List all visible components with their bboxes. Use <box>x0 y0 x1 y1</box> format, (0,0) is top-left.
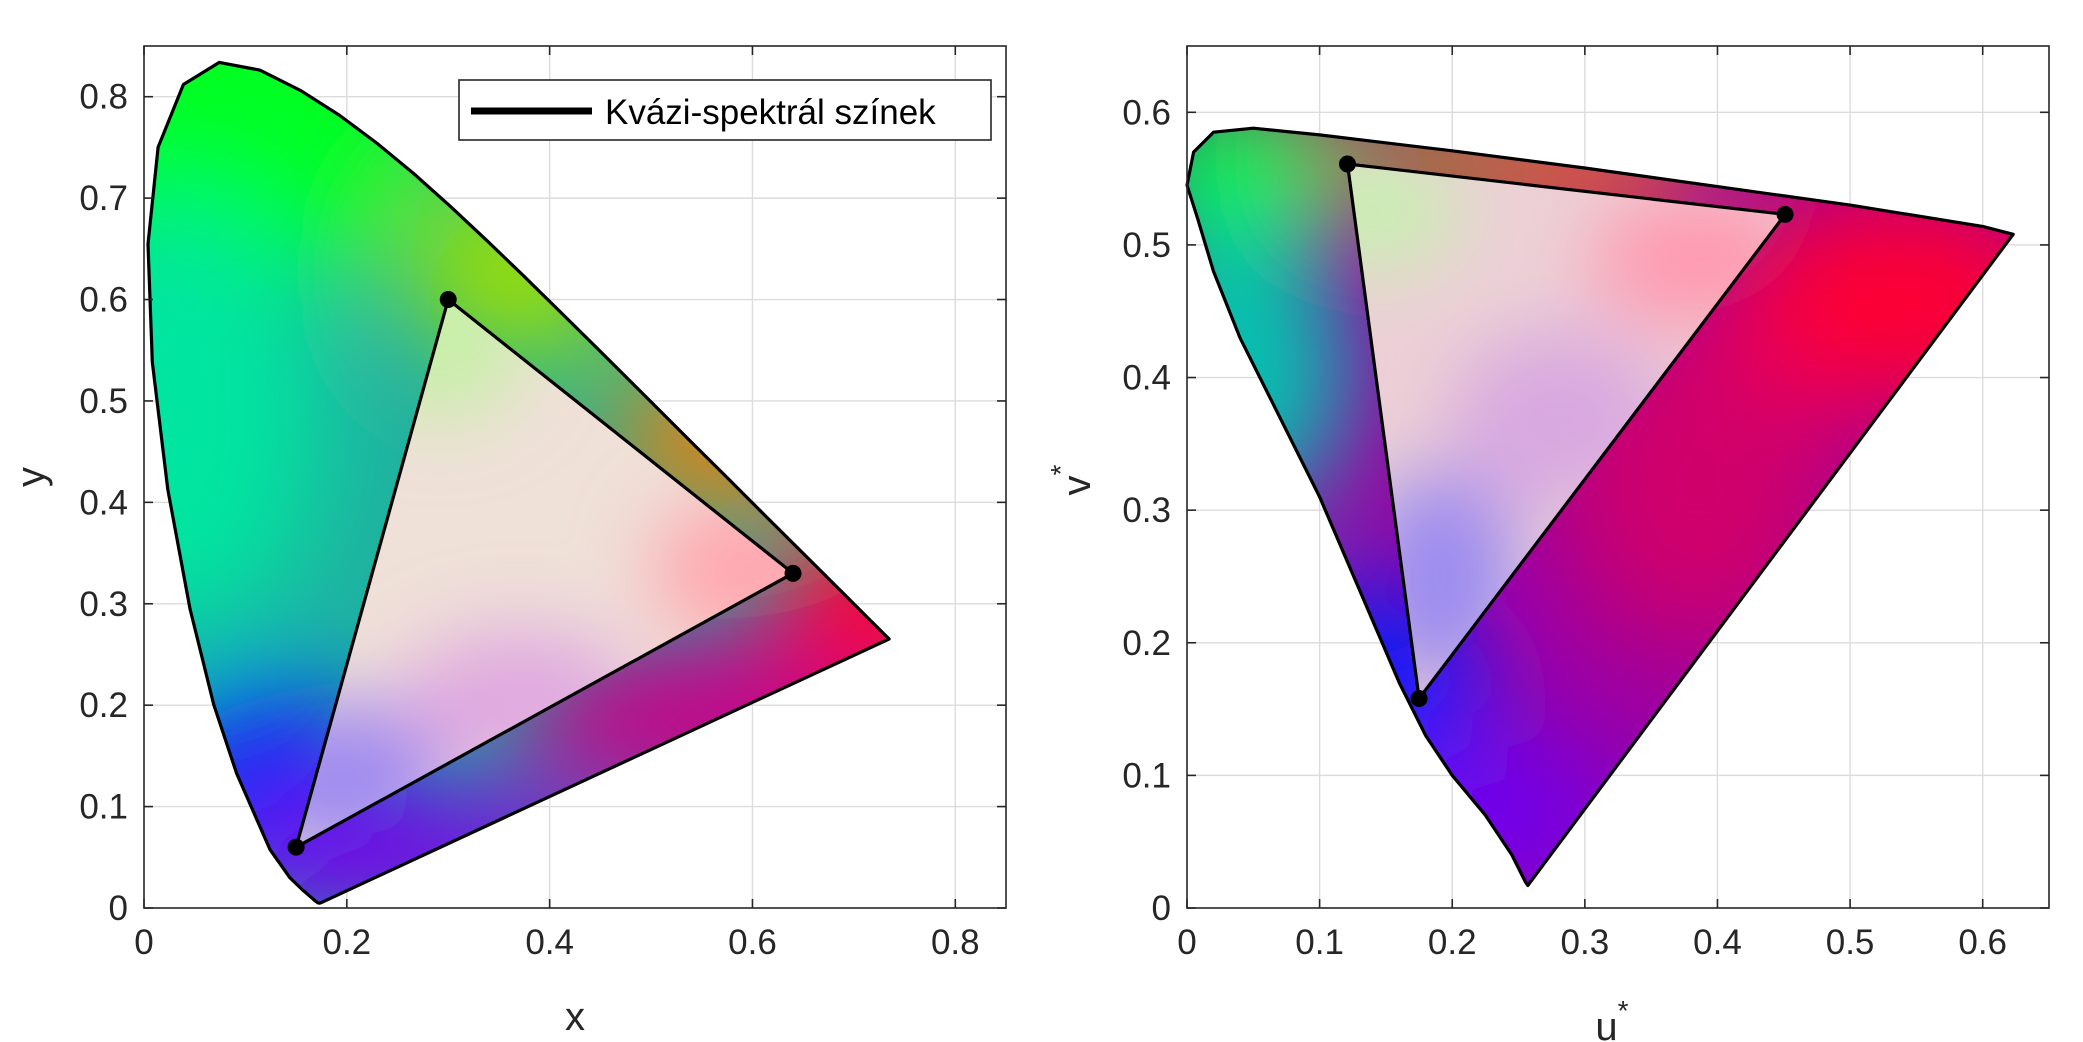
x-tick-label: 0.2 <box>1428 923 1477 962</box>
primary-point <box>784 564 802 582</box>
blob-green-right <box>1187 128 1340 260</box>
legend-entry-label: Kvázi-spektrál színek <box>605 93 936 132</box>
axes-box-left <box>143 45 1007 909</box>
y-tick-label: 0.2 <box>79 686 128 725</box>
chart-right: 0 0.1 0.2 0.3 0.4 0.5 0.6 0 0.1 0.2 0.3 0.4 0.5 0.6 u… <box>1045 45 2050 1042</box>
x-tick-label: 0.6 <box>728 923 777 962</box>
y-tick-label: 0.5 <box>1122 226 1171 265</box>
y-tick-label: 0.3 <box>1122 491 1171 530</box>
x-tick-label: 0.5 <box>1826 923 1875 962</box>
x-tick-label: 0.8 <box>931 923 980 962</box>
axes-box-right <box>1186 45 2050 909</box>
primary-point <box>1776 205 1794 223</box>
y-tick-label: 0.2 <box>1122 624 1171 663</box>
spectral-locus-line-left <box>146 60 891 905</box>
x-tick-label: 0.4 <box>525 923 574 962</box>
blob-green-left <box>148 62 440 300</box>
primaries-triangle-right <box>1345 162 1787 701</box>
tri-green-right <box>1347 164 1460 270</box>
x-tick-label: 0.3 <box>1561 923 1610 962</box>
y-tick-label: 0.1 <box>1122 756 1171 795</box>
y-tick-label: 0 <box>1152 889 1171 928</box>
primary-point <box>287 838 305 856</box>
x-axis-label-right: u* <box>1595 995 1628 1042</box>
y-tick-label: 0.1 <box>79 788 128 827</box>
y-tick-label: 0.5 <box>79 382 128 421</box>
spectral-locus-line-right <box>1185 126 2015 888</box>
y-tick-label: 0.8 <box>79 78 128 117</box>
ticks-right: 0 0.1 0.2 0.3 0.4 0.5 0.6 0 0.1 0.2 0.3 0.4 0.5 0.6 <box>1122 46 2049 962</box>
x-tick-label: 0 <box>1177 923 1196 962</box>
x-tick-label: 0.6 <box>1958 923 2007 962</box>
x-tick-label: 0.4 <box>1693 923 1742 962</box>
primary-point <box>1410 689 1428 707</box>
blob-cyan-left <box>148 200 320 640</box>
primary-point <box>1338 155 1356 173</box>
x-tick-label: 0 <box>134 923 153 962</box>
x-axis-label-left: x <box>565 995 585 1039</box>
y-axis-label-right: v* <box>1045 464 1099 495</box>
primaries-triangle-left <box>294 297 795 849</box>
ticks-left: 0 0.2 0.4 0.6 0.8 0 0.1 0.2 0.3 0.4 0.5 0.6 0.7 0.8 <box>79 46 1006 962</box>
y-tick-label: 0.4 <box>79 483 128 522</box>
y-tick-label: 0.6 <box>1122 93 1171 132</box>
y-tick-label: 0.3 <box>79 585 128 624</box>
primary-point <box>439 291 457 309</box>
legend: Kvázi-spektrál színek <box>458 79 992 141</box>
x-tick-label: 0.1 <box>1295 923 1344 962</box>
tri-pink-left <box>650 490 793 650</box>
y-tick-label: 0.4 <box>1122 359 1171 398</box>
y-axis-label-left: y <box>9 467 53 487</box>
y-tick-label: 0.6 <box>79 281 128 320</box>
y-tick-label: 0.7 <box>79 179 128 218</box>
primaries-markers-right <box>1338 155 1794 707</box>
y-tick-label: 0 <box>109 889 128 928</box>
x-tick-label: 0.2 <box>322 923 371 962</box>
primaries-markers-left <box>287 291 802 856</box>
chart-left: 0 0.2 0.4 0.6 0.8 0 0.1 0.2 0.3 0.4 0.5 0.6 0.7 0.8 x… <box>9 45 1007 1039</box>
